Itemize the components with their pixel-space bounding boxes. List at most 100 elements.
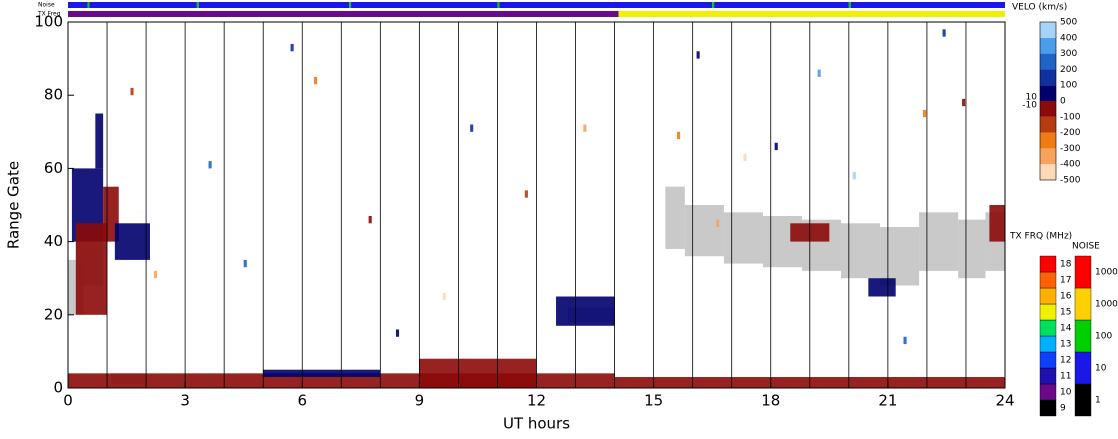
velocity-color [1040,53,1056,70]
tx-scale-color [1039,319,1057,337]
echo [743,153,747,162]
velocity-tick-label: 0 [1060,97,1066,107]
echo [419,358,537,388]
tx-scale-tick-label: 17 [1060,276,1071,286]
noise-bar-segment [848,2,851,8]
echo [243,259,247,268]
velocity-tick-label: 300 [1060,49,1077,59]
velocity-tick-label: 100 [1060,81,1077,91]
echo [923,109,927,118]
y-tick-label: 0 [53,379,63,397]
tx-scale-color [1039,271,1057,289]
noise-bar-segment [349,2,352,8]
noise-bar-label: Noise [38,2,55,9]
tx-scale-tick-label: 10 [1060,388,1072,398]
echo [395,329,400,337]
echo [774,142,778,151]
x-tick-label: 21 [878,392,897,410]
y-tick-label: 20 [44,305,63,323]
tx-scale-tick-label: 18 [1060,260,1072,270]
velocity-tick-label: -100 [1060,112,1081,122]
x-axis-label: UT hours [503,415,570,433]
velocity-color [1040,22,1056,38]
noise-scale-tick-label: 1000 [1095,300,1118,310]
noise-scale-tick-label: 10000 [1095,268,1118,278]
echo [583,124,587,132]
noise-bar-segment [497,2,500,8]
ground-scatter [958,219,986,279]
ground-scatter [684,205,724,257]
velocity-frame [1039,21,1057,181]
tx-scale-color [1039,351,1057,369]
noise-scale-tick-label: 10 [1095,364,1107,374]
velocity-tick-label: -400 [1060,160,1081,170]
echo [130,87,134,96]
x-tick-label: 0 [63,392,73,410]
noise-bar-segment [87,2,90,8]
y-tick-label: 40 [44,232,63,250]
tx-scale-tick-label: 15 [1060,308,1071,318]
noise-scale-color [1074,255,1092,289]
velocity-tick-label: 200 [1060,65,1077,75]
velocity-color [1040,148,1056,165]
noise-scale-color [1074,287,1092,321]
echo [852,172,856,180]
noise-bar-segment [712,2,715,8]
echo [962,98,966,107]
noise-bar-segment [68,2,88,8]
echo [942,29,946,37]
echo [313,76,318,85]
x-tick-label: 15 [644,392,663,410]
noise-scale-color [1074,383,1092,417]
tx-scale-color [1039,399,1057,417]
noise-scale-color [1074,319,1092,353]
noise-bar-segment [351,2,498,8]
tx-scale-color [1039,287,1057,305]
tx-scale-label: TX FRQ (MHz) [1009,232,1072,242]
tx-scale-tick-label: 14 [1060,324,1072,334]
echo [817,69,821,77]
echo [208,161,212,169]
echo [153,270,158,279]
tx-scale-color [1039,367,1057,385]
noise-scale-label: NOISE [1072,242,1100,252]
noise-bar-segment [198,2,350,8]
velocity-color [1040,85,1056,101]
y-tick-label: 100 [34,13,63,31]
velocity-color [1040,37,1056,54]
ground-scatter [919,212,959,271]
noise-scale-tick-label: 1 [1095,396,1101,406]
velocity-color [1040,101,1056,117]
velocity-color [1040,69,1056,86]
tx-scale-tick-label: 16 [1060,292,1072,302]
velocity-tick-label: 400 [1060,33,1077,43]
noise-bar-segment [196,2,199,8]
velocity-minor-label: -10 [1022,101,1037,111]
echo [989,205,1005,242]
tx-scale-color [1039,255,1057,273]
noise-scale-color [1074,351,1092,385]
noise-bar-segment [499,2,713,8]
ground-scatter [880,226,920,286]
noise-bar-segment [89,2,197,8]
y-tick-label: 80 [44,86,63,104]
x-tick-label: 12 [527,392,546,410]
echo [75,223,108,315]
y-tick-label: 60 [44,159,63,177]
noise-bar-segment [850,2,1005,8]
tx-scale-tick-label: 11 [1060,372,1071,382]
echo [716,219,720,227]
velocity-color [1040,132,1056,149]
tx-bar-segment [68,11,619,17]
velocity-scale-label: VELO (km/s) [1012,3,1067,13]
x-tick-label: 18 [761,392,780,410]
noise-scale-tick-label: 100 [1095,332,1112,342]
echo [556,296,615,326]
velocity-minor-label: 10 [1026,93,1038,103]
echo [868,278,896,297]
echo [696,51,700,59]
tx-scale-color [1039,383,1057,401]
velocity-tick-label: -200 [1060,128,1081,138]
velocity-color [1040,116,1056,133]
tx-bar-segment [618,11,1005,17]
